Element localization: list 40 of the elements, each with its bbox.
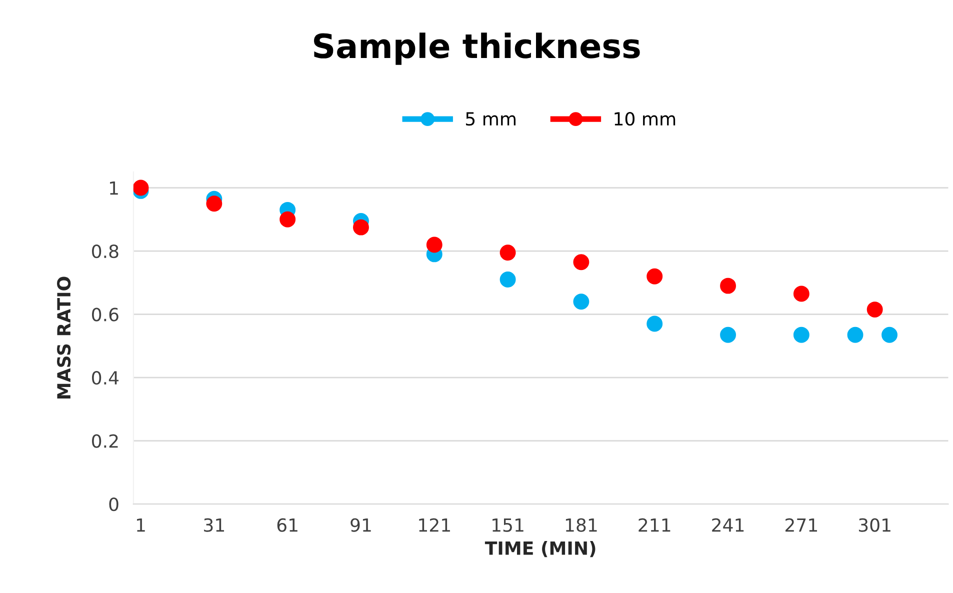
point	[847, 326, 864, 343]
point	[280, 211, 296, 228]
point	[353, 219, 369, 236]
point	[573, 294, 590, 310]
x-tick-label: 31	[204, 518, 224, 532]
x-tick-label: 301	[858, 518, 890, 532]
point	[426, 236, 442, 253]
legend-label: 5 mm	[466, 112, 516, 126]
x-tick-label: 121	[419, 518, 450, 532]
x-tick-label: 1	[137, 518, 145, 532]
y-axis-title: MASS RATIO	[56, 276, 71, 398]
point	[500, 272, 516, 288]
y-tick-label: 0	[109, 498, 118, 512]
point	[882, 326, 898, 343]
x-tick-label: 61	[277, 518, 298, 532]
y-tick-label: 0.2	[92, 434, 118, 448]
x-tick-label: 91	[350, 518, 371, 532]
x-axis-title: TIME (MIN)	[484, 540, 596, 558]
point	[133, 180, 149, 196]
point	[206, 196, 222, 212]
point	[793, 286, 810, 302]
point	[500, 244, 516, 261]
legend-label: 10 mm	[614, 112, 676, 126]
y-tick-label: 0.6	[92, 308, 118, 322]
x-tick-label: 151	[492, 518, 524, 532]
chart-title: Sample thickness	[314, 32, 640, 65]
y-tick-label: 0.8	[92, 244, 118, 258]
x-tick-label: 271	[786, 518, 817, 532]
point	[573, 254, 590, 270]
point	[720, 326, 736, 343]
y-tick-label: 0.4	[92, 371, 119, 385]
point	[720, 278, 736, 294]
x-tick-label: 181	[566, 518, 597, 532]
point	[793, 326, 810, 343]
point	[646, 268, 663, 284]
x-tick-label: 211	[638, 518, 670, 532]
y-tick-label: 1	[110, 181, 118, 195]
point	[646, 316, 663, 332]
x-tick-label: 241	[712, 518, 744, 532]
point	[866, 302, 883, 318]
